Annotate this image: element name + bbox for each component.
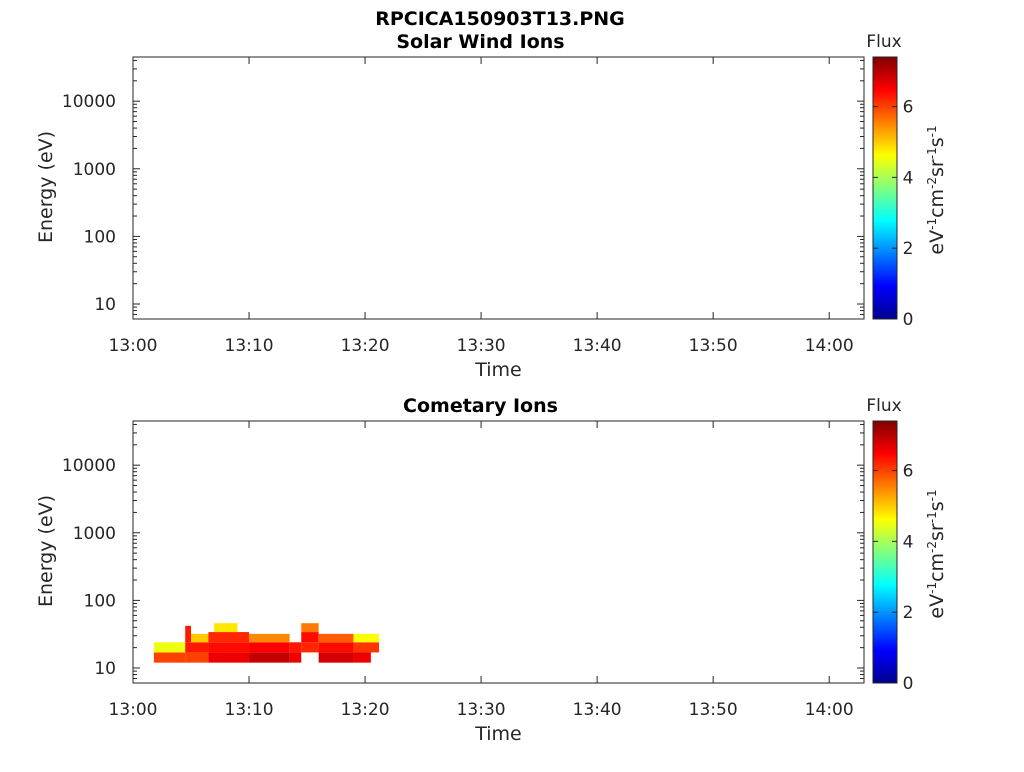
units-base: eV xyxy=(926,230,948,255)
heatmap-cell xyxy=(249,633,290,643)
x-tick-label: 14:00 xyxy=(805,336,854,356)
heatmap-cell xyxy=(318,633,354,643)
y-axis-label: Energy (eV) xyxy=(35,131,57,243)
colorbar-tick-label: 0 xyxy=(903,310,914,330)
x-tick-label: 13:00 xyxy=(109,336,158,356)
units-base: s xyxy=(926,137,948,147)
heatmap-cell xyxy=(185,652,209,663)
units-exponent: -2 xyxy=(925,541,939,553)
heatmap-cell xyxy=(185,625,192,643)
units-exponent: -2 xyxy=(925,177,939,189)
heatmap-cell xyxy=(208,632,250,643)
colorbar xyxy=(872,56,898,320)
heatmap-cell xyxy=(191,633,209,643)
colorbar-tick-label: 4 xyxy=(903,168,914,188)
heatmap-cell xyxy=(153,652,186,663)
units-exponent: -1 xyxy=(925,582,939,594)
colorbar-tick-label: 6 xyxy=(903,462,914,482)
colorbar-tick-label: 0 xyxy=(903,674,914,694)
heatmap-cell xyxy=(208,652,250,663)
units-exponent: -1 xyxy=(925,511,939,523)
heatmap-cell xyxy=(185,642,209,653)
units-exponent: -1 xyxy=(925,218,939,230)
units-base: s xyxy=(926,501,948,511)
heatmap-cell xyxy=(301,632,319,643)
colorbar-tick-label: 2 xyxy=(903,603,914,623)
y-tick-label: 100 xyxy=(84,227,116,247)
y-tick-label: 10 xyxy=(94,659,116,679)
colorbar xyxy=(872,420,898,684)
x-axis-label: Time xyxy=(474,359,522,381)
panel-1: Solar Wind Ions 13:00 13:10 13:20 13:30 13:40… xyxy=(35,31,948,381)
colorbar-tick-label: 6 xyxy=(903,98,914,118)
y-tick-label: 1000 xyxy=(73,160,116,180)
units-base: sr xyxy=(926,523,948,541)
x-tick-label: 13:40 xyxy=(573,700,622,720)
colorbar-units-label: eV-1cm-2sr-1s-1 xyxy=(925,489,948,618)
x-tick-label: 13:50 xyxy=(689,700,738,720)
panel-title: Cometary Ions xyxy=(403,395,558,417)
heatmap-cell xyxy=(353,642,379,653)
y-tick-label: 10 xyxy=(94,295,116,315)
x-tick-label: 13:30 xyxy=(457,336,506,356)
units-base: eV xyxy=(926,594,948,619)
x-tick-label: 13:10 xyxy=(225,700,274,720)
heatmap-cell xyxy=(301,642,319,653)
y-tick-label: 100 xyxy=(84,591,116,611)
heatmap-cell xyxy=(289,642,302,653)
heatmap-cell xyxy=(214,623,238,633)
x-tick-label: 13:00 xyxy=(109,700,158,720)
x-tick-label: 13:20 xyxy=(341,700,390,720)
x-tick-label: 13:10 xyxy=(225,336,274,356)
x-tick-label: 13:50 xyxy=(689,336,738,356)
colorbar-units-label: eV-1cm-2sr-1s-1 xyxy=(925,125,948,254)
heatmap-cell xyxy=(301,623,319,633)
units-base: sr xyxy=(926,159,948,177)
colorbar-tick-label: 4 xyxy=(903,532,914,552)
units-base: cm xyxy=(926,553,948,582)
panel-title: Solar Wind Ions xyxy=(396,31,564,53)
x-tick-label: 14:00 xyxy=(805,700,854,720)
heatmap-cell xyxy=(318,652,354,663)
y-tick-label: 10000 xyxy=(62,92,116,112)
x-tick-label: 13:40 xyxy=(573,336,622,356)
heatmap-cell xyxy=(353,633,379,643)
heatmap-cell xyxy=(318,642,354,653)
panels: Solar Wind Ions 13:00 13:10 13:20 13:30 13:40… xyxy=(35,31,948,745)
colorbar-title: Flux xyxy=(866,32,901,52)
x-axis-label: Time xyxy=(474,723,522,745)
heatmap-cell xyxy=(153,642,186,653)
y-tick-label: 10000 xyxy=(62,456,116,476)
units-exponent: -1 xyxy=(925,125,939,137)
heatmap-cell xyxy=(208,642,250,653)
heatmap-cells xyxy=(153,623,379,663)
units-exponent: -1 xyxy=(925,489,939,501)
x-tick-label: 13:30 xyxy=(457,700,506,720)
heatmap-cell xyxy=(353,652,371,663)
y-tick-label: 1000 xyxy=(73,524,116,544)
units-base: cm xyxy=(926,189,948,218)
plot-frame xyxy=(132,420,865,684)
figure-title: RPCICA150903T13.PNG xyxy=(375,8,625,30)
y-axis-label: Energy (eV) xyxy=(35,495,57,607)
panel-2: Cometary Ions 13:00 13:10 13:20 13:30 13:40 13… xyxy=(35,395,948,745)
x-tick-label: 13:20 xyxy=(341,336,390,356)
units-exponent: -1 xyxy=(925,147,939,159)
colorbar-title: Flux xyxy=(866,396,901,416)
heatmap-cell xyxy=(249,652,290,663)
plot-frame xyxy=(132,56,865,320)
heatmap-cell xyxy=(289,652,302,663)
heatmap-cell xyxy=(249,642,290,653)
colorbar-tick-label: 2 xyxy=(903,239,914,259)
